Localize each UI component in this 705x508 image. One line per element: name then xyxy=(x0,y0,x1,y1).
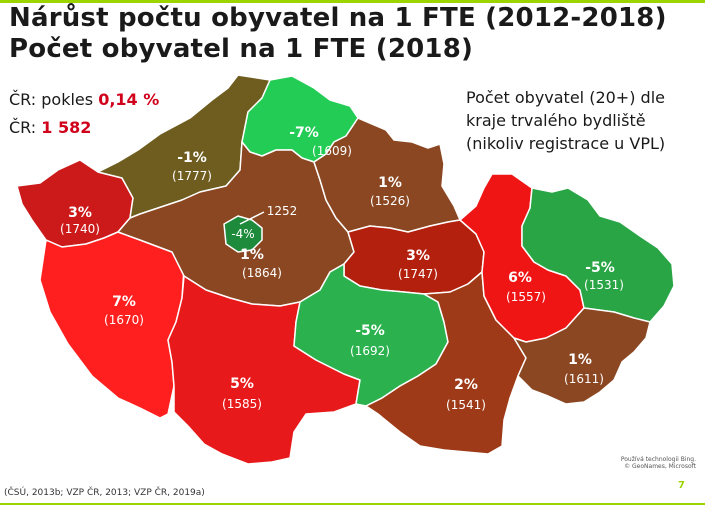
region-zlinsky xyxy=(513,307,651,405)
label-liberecky-value: (1609) xyxy=(312,144,352,158)
source-citation: (ČSÚ, 2013b; VZP ČR, 2013; VZP ČR, 2019a… xyxy=(4,488,205,498)
top-accent-line xyxy=(0,0,705,3)
label-plzensky-pct: 7% xyxy=(112,294,136,310)
label-ustecky-value: (1777) xyxy=(172,169,212,183)
label-jihomoravsky-pct: 2% xyxy=(454,377,478,393)
label-stredocesky-pct: 1% xyxy=(240,247,264,263)
label-ustecky-pct: -1% xyxy=(177,150,207,166)
title-line-1: Nárůst počtu obyvatel na 1 FTE (2012-201… xyxy=(9,3,667,33)
page-number: 7 xyxy=(678,480,685,491)
label-vysocina-value: (1692) xyxy=(350,344,390,358)
title-line-2: Počet obyvatel na 1 FTE (2018) xyxy=(9,34,474,64)
label-praha-value: 1252 xyxy=(267,204,298,218)
cr-count: ČR: 1 582 xyxy=(9,118,91,137)
cr-count-label: ČR: xyxy=(9,118,42,137)
label-moravskoslezsky-pct: -5% xyxy=(585,260,615,276)
label-praha-pct: -4% xyxy=(231,227,254,241)
map-credit-line-1: Používá technologii Bing. xyxy=(620,456,696,463)
label-olomoucky-value: (1557) xyxy=(506,290,546,304)
map-credit-line-2: © GeoNames, Microsoft xyxy=(624,463,696,470)
label-jihocesky-pct: 5% xyxy=(230,376,254,392)
region-kralovehradecky xyxy=(313,117,461,233)
label-jihocesky-value: (1585) xyxy=(222,397,262,411)
label-kralovehradecky-value: (1526) xyxy=(370,194,410,208)
label-stredocesky-value: (1864) xyxy=(242,266,282,280)
label-jihomoravsky-value: (1541) xyxy=(446,398,486,412)
label-karlovarsky-value: (1740) xyxy=(60,222,100,236)
label-zlinsky-value: (1611) xyxy=(564,372,604,386)
label-pardubicky-value: (1747) xyxy=(398,267,438,281)
label-pardubicky-pct: 3% xyxy=(406,248,430,264)
map-note: Počet obyvatel (20+) dle kraje trvalého … xyxy=(466,86,705,155)
label-kralovehradecky-pct: 1% xyxy=(378,175,402,191)
region-labels: 3% (1740) 7% (1670) -1% (1777) -7% (1609… xyxy=(60,125,624,412)
label-moravskoslezsky-value: (1531) xyxy=(584,278,624,292)
praha-callout-line xyxy=(239,211,265,225)
bottom-accent-line xyxy=(0,503,705,505)
cr-count-value: 1 582 xyxy=(41,118,92,137)
label-liberecky-pct: -7% xyxy=(289,125,319,141)
map-note-line-3: (nikoliv registrace u VPL) xyxy=(466,134,666,153)
label-zlinsky-pct: 1% xyxy=(568,352,592,368)
map-note-line-1: Počet obyvatel (20+) dle xyxy=(466,88,665,107)
cr-decline: ČR: pokles 0,14 % xyxy=(9,90,159,109)
region-praha xyxy=(223,215,263,253)
map-note-line-2: kraje trvalého bydliště xyxy=(466,111,646,130)
map-credit: Používá technologii Bing. © GeoNames, Mi… xyxy=(621,456,696,470)
label-olomoucky-pct: 6% xyxy=(508,270,532,286)
label-karlovarsky-pct: 3% xyxy=(68,205,92,221)
label-vysocina-pct: -5% xyxy=(355,323,385,339)
label-plzensky-value: (1670) xyxy=(104,313,144,327)
cr-decline-value: 0,14 % xyxy=(98,90,160,109)
cr-decline-label: ČR: pokles xyxy=(9,90,99,109)
region-jihocesky xyxy=(167,275,361,465)
